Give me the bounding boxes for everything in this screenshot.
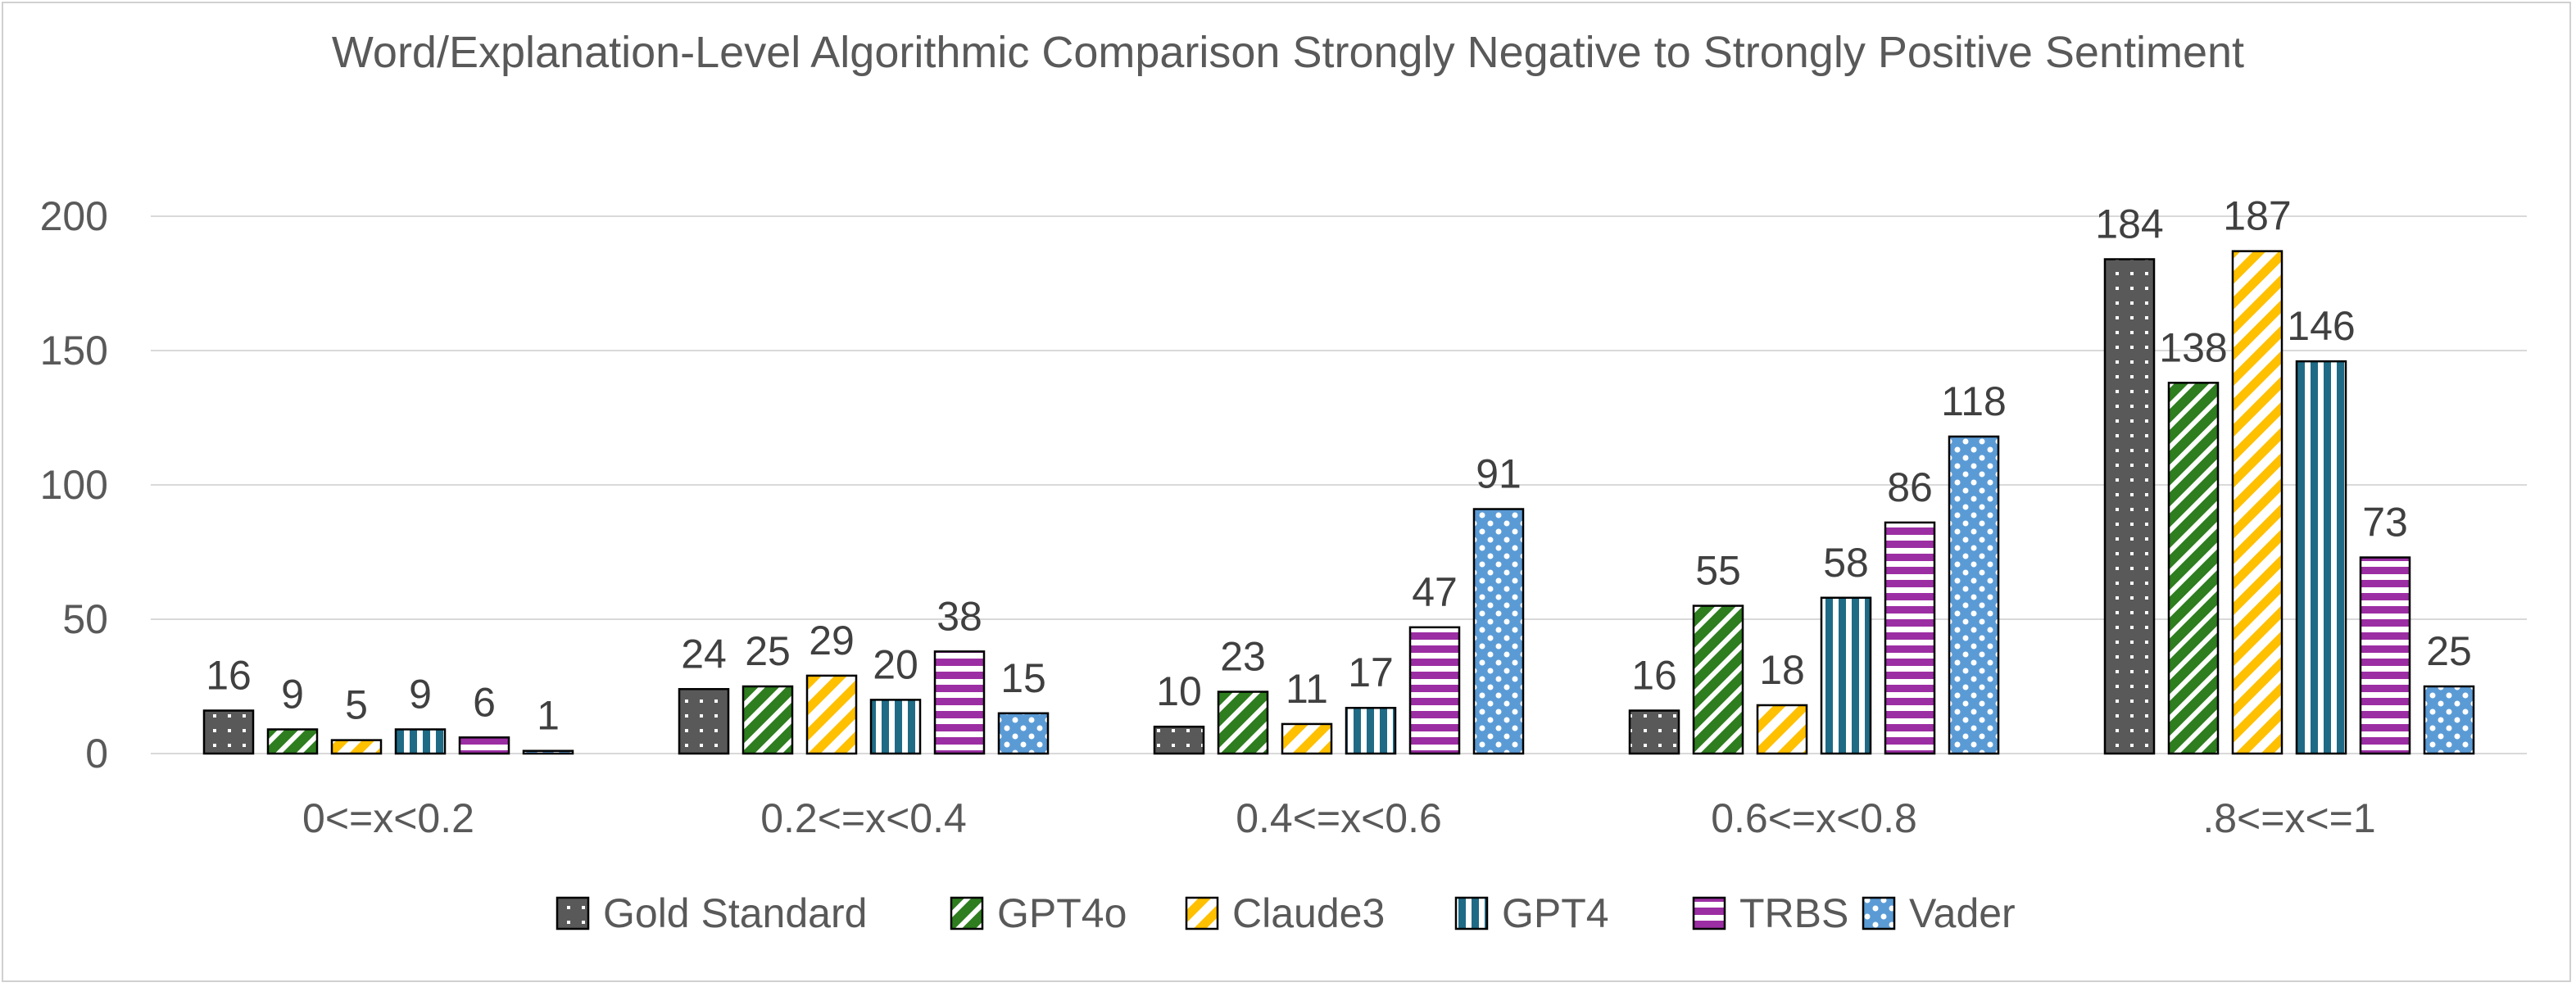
y-tick-label-150: 150 xyxy=(40,328,108,374)
legend-swatch-gpt4 xyxy=(1454,896,1489,930)
bar-gpt4o-2 xyxy=(742,685,794,755)
bar-trbs-1 xyxy=(458,736,510,755)
y-tick-label-100: 100 xyxy=(40,462,108,508)
data-label-gpt4o-4: 55 xyxy=(1695,548,1741,594)
bar-claude3-2 xyxy=(805,674,858,755)
data-label-gpt4-4: 58 xyxy=(1823,540,1869,586)
legend-label-gpt4: GPT4 xyxy=(1502,890,1609,936)
data-label-claude3-4: 18 xyxy=(1759,647,1805,693)
bar-gpt4-3 xyxy=(1345,706,1397,755)
bar-gpt4-4 xyxy=(1820,596,1872,755)
y-tick-label-0: 0 xyxy=(85,731,108,776)
data-label-vader-1: 1 xyxy=(537,693,560,739)
data-label-gpt4o-1: 9 xyxy=(281,671,304,717)
bar-gold-standard-1 xyxy=(202,709,255,755)
bar-vader-1 xyxy=(522,749,574,755)
data-label-claude3-1: 5 xyxy=(345,682,368,728)
x-tick-label-4: 0.6<=x<0.8 xyxy=(1711,795,1917,841)
data-label-trbs-3: 47 xyxy=(1412,569,1458,615)
y-tick-label-200: 200 xyxy=(40,193,108,239)
legend-swatch-gpt4o xyxy=(950,896,984,930)
bar-claude3-1 xyxy=(330,739,383,755)
data-label-gold-standard-5: 184 xyxy=(2095,201,2163,247)
legend-label-gpt4o: GPT4o xyxy=(997,890,1127,936)
legend-swatch-trbs xyxy=(1692,896,1726,930)
x-axis-ticks: 0<=x<0.2 0.2<=x<0.4 0.4<=x<0.6 0.6<=x<0.8 .8… xyxy=(302,795,2376,841)
data-label-trbs-2: 38 xyxy=(937,593,982,639)
legend-swatch-claude3 xyxy=(1185,896,1219,930)
x-tick-label-2: 0.2<=x<0.4 xyxy=(760,795,967,841)
bar-gpt4o-1 xyxy=(266,728,319,755)
legend-label-vader: Vader xyxy=(1909,890,2016,936)
y-tick-label-50: 50 xyxy=(62,596,108,642)
bar-vader-2 xyxy=(997,712,1050,755)
data-label-gpt4-5: 146 xyxy=(2287,303,2355,349)
data-label-gold-standard-4: 16 xyxy=(1631,653,1677,699)
bar-trbs-5 xyxy=(2359,556,2411,755)
bar-gpt4-5 xyxy=(2295,360,2347,755)
data-label-gpt4o-5: 138 xyxy=(2159,324,2227,370)
bar-vader-3 xyxy=(1472,508,1525,755)
bar-gpt4-1 xyxy=(394,728,447,755)
data-label-trbs-4: 86 xyxy=(1887,464,1933,510)
x-tick-label-1: 0<=x<0.2 xyxy=(302,795,474,841)
bar-vader-5 xyxy=(2423,685,2475,755)
legend-label-claude3: Claude3 xyxy=(1232,890,1385,936)
data-label-gpt4o-2: 25 xyxy=(745,628,791,674)
bars xyxy=(202,250,2475,755)
data-label-gold-standard-2: 24 xyxy=(681,631,727,677)
data-label-vader-5: 25 xyxy=(2426,628,2472,674)
x-tick-label-5: .8<=x<=1 xyxy=(2202,795,2375,841)
legend-swatch-gold-standard xyxy=(556,896,590,930)
legend: Gold Standard GPT4o Claude3 GPT4 TRBS Vader xyxy=(556,890,2016,936)
bar-gold-standard-5 xyxy=(2103,258,2156,755)
data-label-gpt4o-3: 23 xyxy=(1220,634,1266,680)
data-label-claude3-2: 29 xyxy=(809,618,855,663)
data-label-trbs-1: 6 xyxy=(473,679,496,725)
bar-gpt4o-4 xyxy=(1692,604,1744,755)
x-tick-label-3: 0.4<=x<0.6 xyxy=(1236,795,1442,841)
bar-trbs-4 xyxy=(1884,521,1936,755)
bar-gpt4o-5 xyxy=(2167,382,2220,755)
data-label-gpt4-2: 20 xyxy=(873,641,918,687)
bar-gold-standard-4 xyxy=(1628,709,1680,755)
data-label-gpt4-1: 9 xyxy=(409,671,432,717)
bar-trbs-3 xyxy=(1408,626,1461,755)
legend-label-trbs: TRBS xyxy=(1739,890,1848,936)
chart-title: Word/Explanation-Level Algorithmic Compa… xyxy=(332,28,2244,77)
data-label-gold-standard-1: 16 xyxy=(206,653,252,699)
data-label-claude3-3: 11 xyxy=(1286,666,1328,712)
legend-swatch-vader xyxy=(1862,896,1896,930)
bar-vader-4 xyxy=(1948,435,2000,755)
bar-gpt4o-3 xyxy=(1217,690,1269,755)
data-label-vader-2: 15 xyxy=(1000,655,1046,701)
bar-claude3-4 xyxy=(1756,704,1808,755)
data-label-vader-3: 91 xyxy=(1476,451,1522,497)
bar-claude3-5 xyxy=(2231,250,2283,755)
bar-trbs-2 xyxy=(933,650,986,755)
bar-gold-standard-2 xyxy=(678,688,730,755)
bar-gpt4-2 xyxy=(869,699,922,755)
data-label-claude3-5: 187 xyxy=(2223,193,2291,239)
legend-label-gold-standard: Gold Standard xyxy=(603,890,867,936)
bar-chart: Word/Explanation-Level Algorithmic Compa… xyxy=(40,28,2527,936)
data-label-vader-4: 118 xyxy=(1941,378,2007,424)
data-label-gpt4-3: 17 xyxy=(1348,650,1394,695)
data-label-trbs-5: 73 xyxy=(2362,500,2408,546)
data-label-gold-standard-3: 10 xyxy=(1156,668,1202,714)
bar-gold-standard-3 xyxy=(1153,725,1205,755)
bar-claude3-3 xyxy=(1281,722,1333,755)
y-axis-ticks: 0 50 100 150 200 xyxy=(40,193,108,776)
